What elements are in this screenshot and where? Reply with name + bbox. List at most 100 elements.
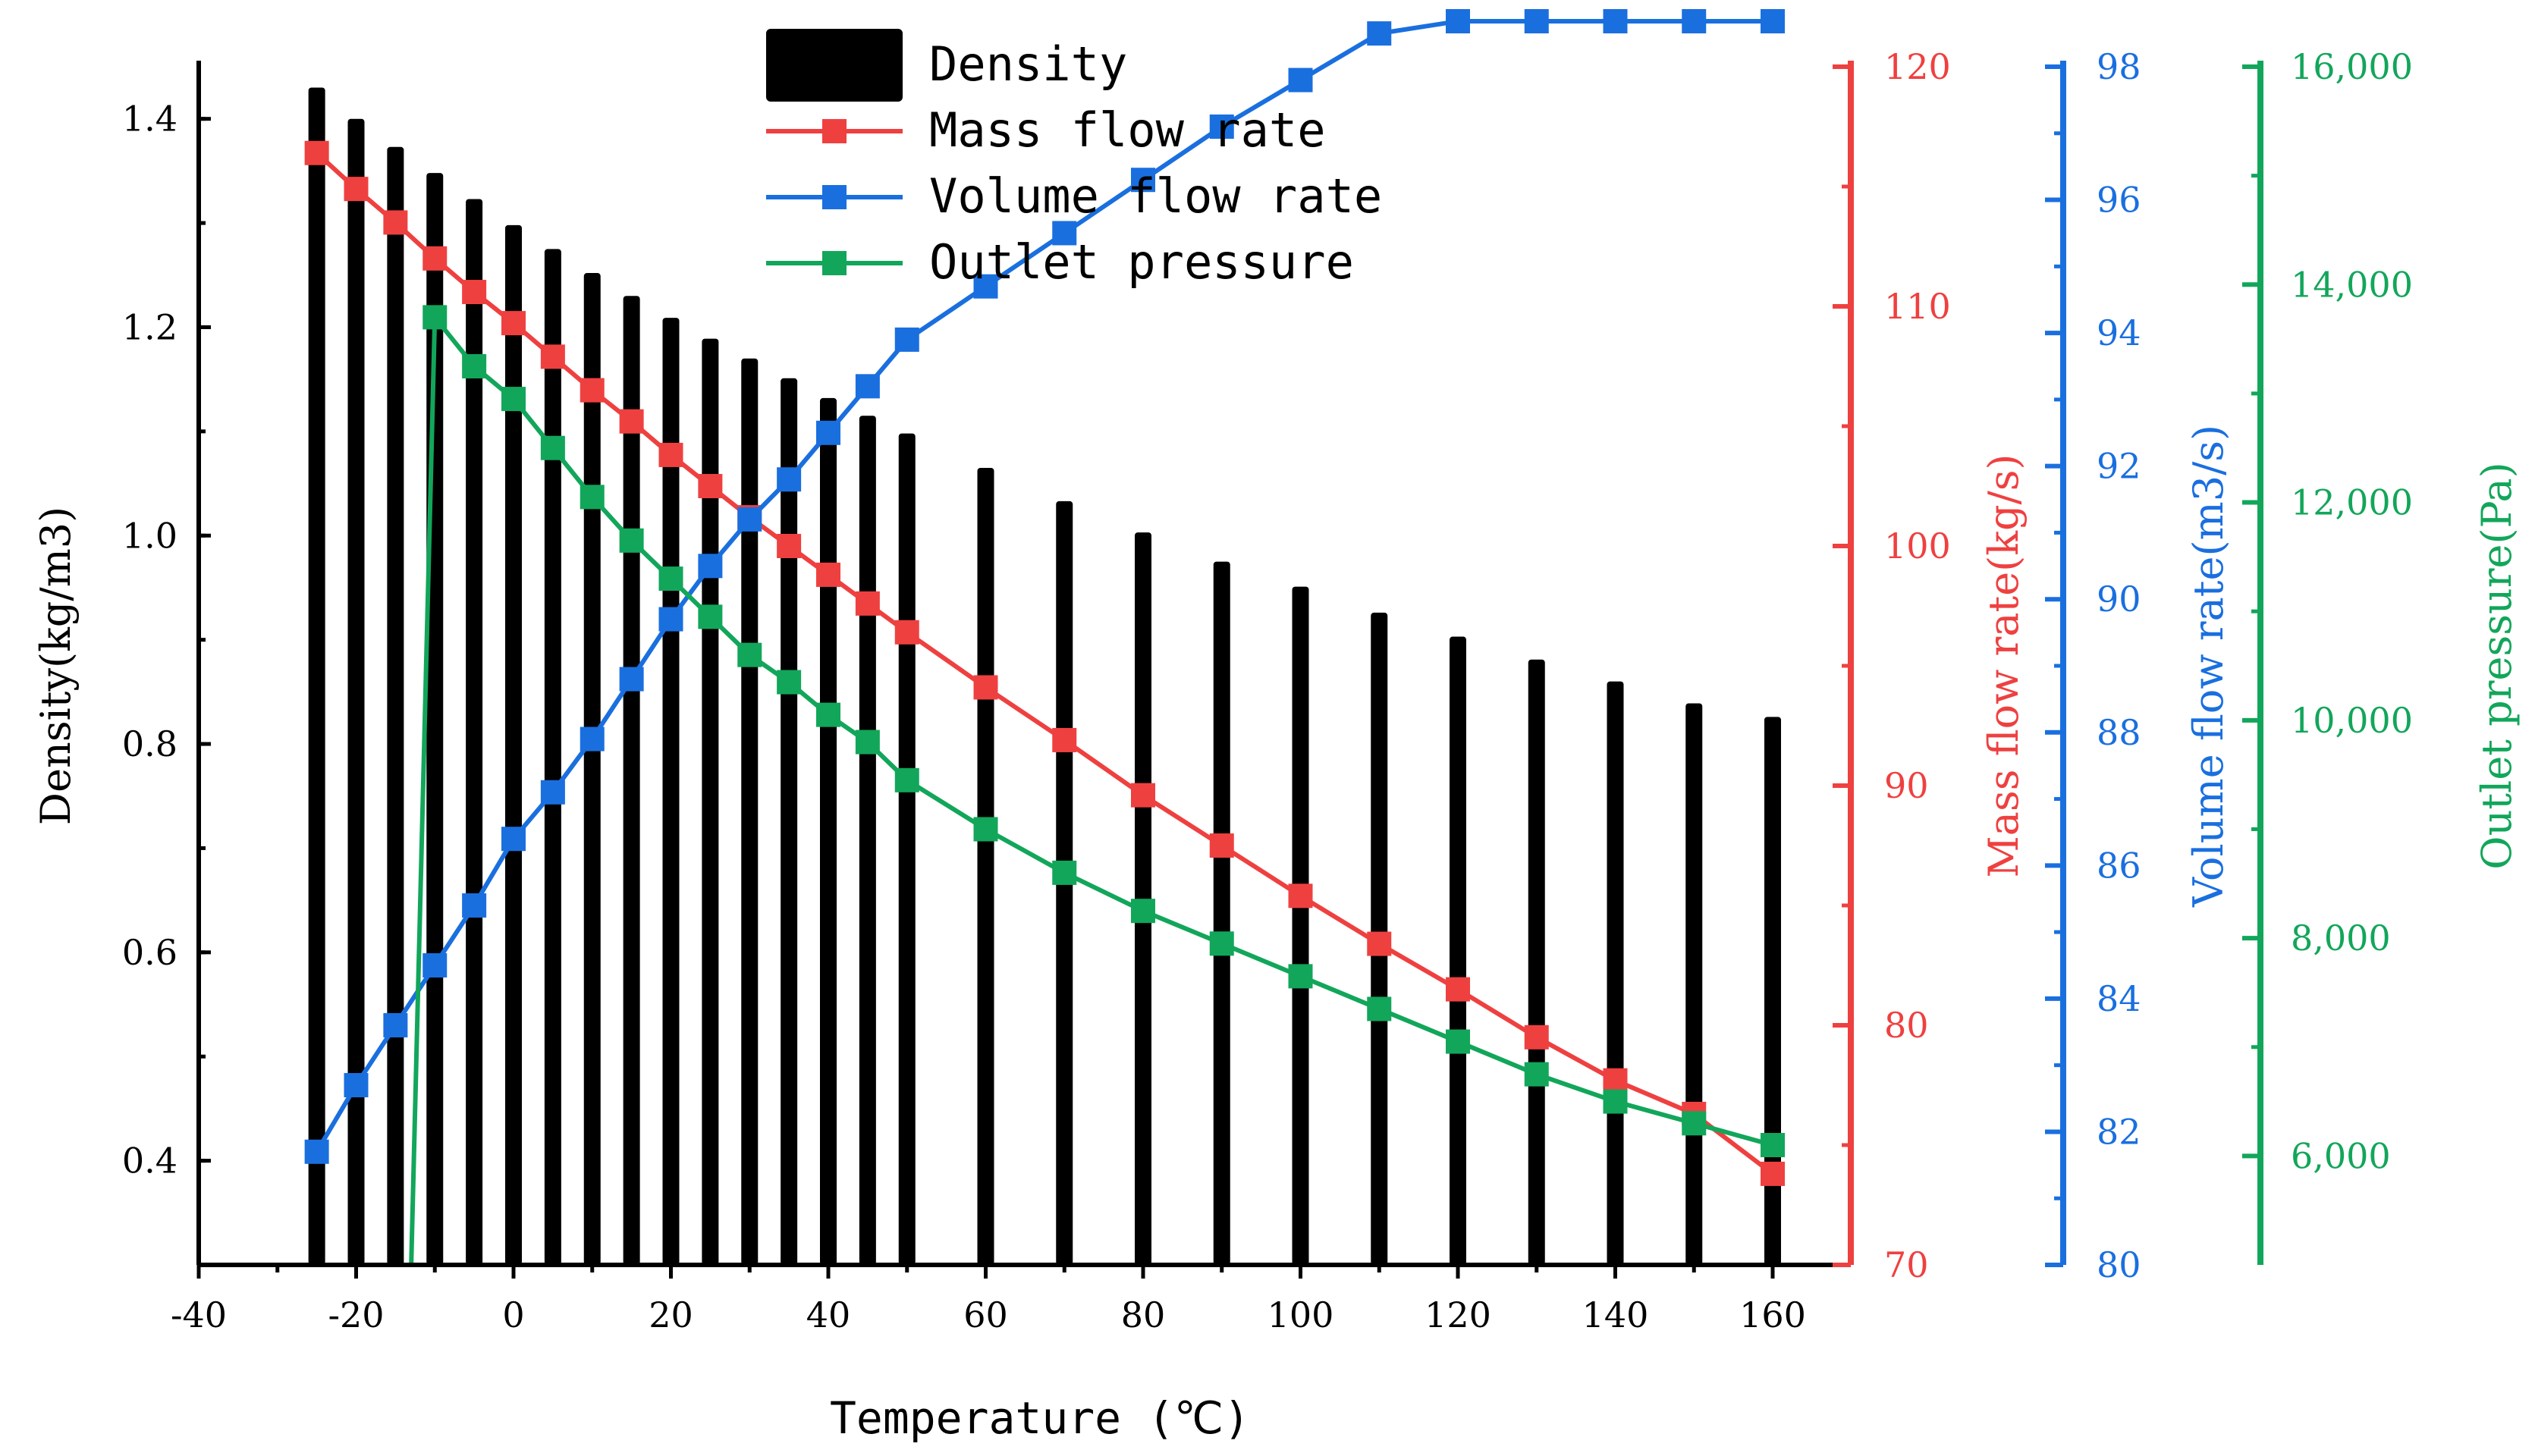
outlet-pressure-marker (1524, 1062, 1549, 1087)
mass-flow-marker (1446, 977, 1470, 1002)
volume-flow-marker (1603, 9, 1628, 33)
volume-flow-marker (777, 467, 802, 492)
x-tick-label: 0 (502, 1294, 524, 1335)
outlet-pressure-marker (973, 817, 998, 842)
volume-flow-tick-label: 84 (2097, 978, 2141, 1019)
density-bar (1607, 681, 1624, 1265)
mass-flow-tick-label: 120 (1884, 46, 1951, 87)
x-tick-label: -40 (171, 1294, 227, 1335)
outlet-pressure-line (409, 311, 1773, 1266)
volume-flow-marker (973, 274, 998, 299)
mass-flow-marker (580, 378, 605, 403)
density-bar (1213, 561, 1230, 1265)
mass-flow-marker (540, 344, 565, 369)
x-tick-label: 160 (1739, 1294, 1806, 1335)
volume-flow-tick-label: 80 (2097, 1244, 2141, 1285)
outlet-pressure-marker (894, 767, 919, 792)
mass-flow-marker (462, 280, 487, 305)
mass-flow-marker (304, 140, 329, 165)
axes: 0.4 0.6 0.8 1.0 1.2 1.4 Density(kg/m3) -40 -20 0 2… (32, 46, 2521, 1444)
volume-flow-marker (658, 607, 683, 632)
volume-flow-tick-label: 86 (2097, 845, 2141, 886)
x-tick-label: 20 (649, 1294, 693, 1335)
mass-flow-marker (777, 534, 802, 558)
volume-flow-marker (383, 1013, 408, 1037)
x-tick-label: 140 (1582, 1294, 1649, 1335)
outlet-pressure-marker (1209, 931, 1234, 956)
outlet-pressure-tick-label: 6,000 (2291, 1135, 2391, 1176)
density-bar (623, 296, 640, 1265)
density-tick-label: 0.8 (122, 723, 177, 764)
mass-flow-marker (501, 311, 526, 336)
outlet-pressure-marker (1603, 1089, 1628, 1114)
x-tick-label: 60 (963, 1294, 1008, 1335)
volume-flow-marker (894, 327, 919, 352)
legend-mass-flow-marker (822, 119, 847, 143)
density-bar (1764, 717, 1781, 1265)
mass-flow-axis-title: Mass flow rate(kg/s) (1980, 454, 2028, 878)
mass-flow-tick-label: 90 (1884, 765, 1929, 806)
volume-flow-marker (1524, 9, 1549, 33)
volume-flow-tick-label: 94 (2097, 312, 2141, 353)
volume-flow-marker (1209, 115, 1234, 139)
density-tick-label: 1.2 (122, 306, 177, 347)
volume-flow-marker (304, 1139, 329, 1164)
volume-flow-marker (501, 827, 526, 852)
density-bar (308, 87, 325, 1265)
outlet-pressure-tick-label: 10,000 (2291, 700, 2413, 741)
legend-outlet-pressure-label: Outlet pressure (929, 234, 1354, 290)
density-bar (662, 318, 680, 1265)
outlet-pressure-marker (1761, 1133, 1785, 1157)
density-bar (1450, 636, 1466, 1265)
mass-flow-marker (1131, 783, 1155, 808)
outlet-pressure-marker (1131, 899, 1155, 924)
density-bar (583, 273, 601, 1265)
volume-flow-marker (580, 726, 605, 752)
outlet-pressure-marker (580, 485, 605, 510)
outlet-pressure-tick-label: 16,000 (2291, 46, 2413, 87)
x-tick-label: 40 (806, 1294, 851, 1335)
density-bar (1135, 532, 1151, 1265)
mass-flow-marker (658, 442, 683, 467)
volume-flow-marker (737, 507, 762, 532)
volume-flow-marker (1052, 221, 1077, 246)
volume-flow-marker (1131, 168, 1155, 193)
outlet-pressure-tick-label: 8,000 (2291, 918, 2391, 959)
density-bar (820, 397, 837, 1266)
legend-volume-flow-marker (822, 185, 847, 209)
outlet-pressure-marker (658, 566, 683, 592)
density-bar (1528, 659, 1545, 1265)
mass-flow-marker (973, 675, 998, 700)
line-series (304, 9, 1785, 1266)
density-bar (859, 416, 876, 1265)
density-bar (544, 249, 561, 1265)
outlet-pressure-marker (855, 730, 880, 755)
x-axis-title: Temperature (℃) (830, 1392, 1250, 1444)
volume-flow-axis-title: Volume flow rate(m3/s) (2185, 425, 2232, 908)
volume-flow-marker (1682, 9, 1707, 33)
outlet-pressure-marker (1052, 860, 1077, 885)
outlet-pressure-marker (698, 604, 723, 629)
legend-volume-flow-label: Volume flow rate (929, 168, 1382, 224)
density-bar (1685, 703, 1703, 1265)
density-bar (387, 146, 404, 1266)
outlet-pressure-marker (1288, 964, 1313, 989)
outlet-pressure-marker (501, 387, 526, 412)
density-bar (781, 378, 798, 1265)
mass-flow-marker (698, 474, 723, 498)
density-tick-label: 1.4 (122, 99, 177, 140)
volume-flow-tick-label: 90 (2097, 579, 2141, 620)
density-bar (347, 118, 365, 1265)
mass-flow-tick-label: 70 (1884, 1244, 1929, 1285)
density-bar (1292, 586, 1309, 1265)
density-axis-title: Density(kg/m3) (32, 507, 80, 825)
outlet-pressure-marker (462, 354, 487, 378)
outlet-pressure-tick-label: 14,000 (2291, 264, 2413, 305)
mass-flow-marker (383, 210, 408, 235)
density-bar (505, 224, 522, 1266)
outlet-pressure-marker (777, 670, 802, 695)
legend: Density Mass flow rate Volume flow rate Out… (766, 29, 1382, 290)
mass-flow-marker (422, 246, 448, 271)
x-tick-label: 100 (1268, 1294, 1334, 1335)
